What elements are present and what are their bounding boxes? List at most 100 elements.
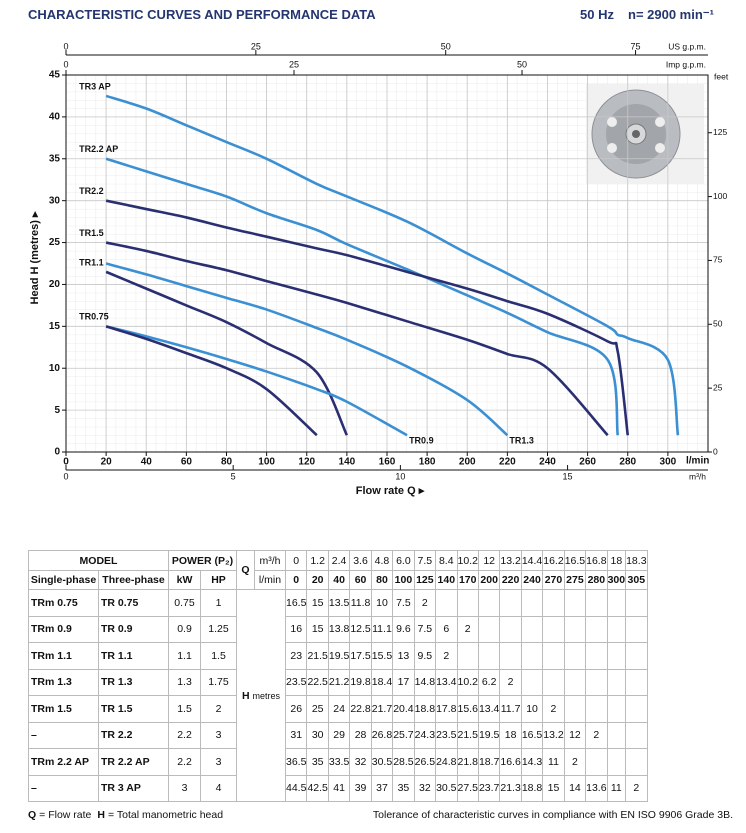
axis-tick-label: 10	[395, 471, 405, 481]
flow-cell: 20	[306, 570, 329, 590]
table-row: TRm 1.3 TR 1.3 1.3 1.75 23.5 22.5 21.2 19.8 18.4…	[28, 668, 648, 696]
head-cell: 17.8	[435, 695, 458, 723]
table-row: TRm 1.1 TR 1.1 1.1 1.5 23 21.5 19.5 17.5 15.5 13 9…	[28, 642, 648, 670]
flow-cell: 140	[435, 570, 458, 590]
axis-unit-label: US g.p.m.	[668, 41, 706, 51]
y-tick-label: 35	[49, 153, 61, 164]
head-cell: 21.7	[370, 695, 394, 723]
curve-label: TR0.9	[409, 436, 434, 446]
head-cell	[606, 642, 627, 670]
head-cell	[625, 721, 648, 749]
x-tick-label: 60	[181, 457, 193, 468]
head-cell	[585, 695, 608, 723]
power-cell: 1	[200, 589, 237, 617]
head-cell	[585, 642, 608, 670]
feet-tick-label: 25	[713, 382, 723, 392]
feet-tick-label: 50	[713, 319, 723, 329]
page-title: CHARACTERISTIC CURVES AND PERFORMANCE DA…	[28, 7, 376, 22]
head-cell: 11.1	[370, 615, 394, 643]
head-cell: 26	[284, 695, 308, 723]
head-cell	[563, 642, 587, 670]
head-cell	[477, 615, 501, 643]
axis-tick-label: 50	[517, 59, 527, 69]
x-tick-label: 280	[619, 457, 636, 468]
flow-cell: 240	[520, 570, 544, 590]
flow-cell: 300	[606, 570, 627, 590]
head-cell: 11.7	[499, 695, 522, 723]
curve-label: TR1.3	[509, 436, 534, 446]
head-cell: 6.2	[477, 668, 501, 696]
unit-cell: l/min	[254, 570, 286, 590]
head-cell: 21.2	[327, 668, 351, 696]
power-cell: 4	[200, 774, 237, 802]
head-cell: 10.2	[456, 668, 479, 696]
flow-cell: 0	[284, 570, 308, 590]
flow-cell: 100	[392, 570, 415, 590]
head-cell	[477, 589, 501, 617]
axis-tick-label: 0	[63, 471, 68, 481]
head-cell	[499, 589, 522, 617]
head-cell	[585, 589, 608, 617]
head-cell	[625, 589, 648, 617]
head-cell: 9.6	[392, 615, 415, 643]
model-cell: TR 2.2	[98, 721, 169, 749]
power-cell: 3	[200, 748, 237, 776]
power-cell: 1.5	[168, 695, 201, 723]
head-cell: 35	[306, 748, 329, 776]
axis-unit-label: Imp g.p.m.	[666, 59, 706, 69]
flow-cell: 220	[499, 570, 522, 590]
model-cell: TRm 1.1	[28, 642, 99, 670]
axis-tick-label: 5	[231, 471, 236, 481]
head-cell: 18	[499, 721, 522, 749]
flow-cell: 270	[542, 570, 565, 590]
head-cell: 15	[306, 615, 329, 643]
head-symbol: H	[241, 689, 250, 702]
head-cell	[625, 642, 648, 670]
head-cell: 13.4	[477, 695, 501, 723]
legend-text: = Total manometric head	[108, 809, 224, 821]
head-cell	[542, 615, 565, 643]
x-axis-label: Flow rate Q ▸	[356, 485, 425, 497]
head-cell	[520, 589, 544, 617]
table-row: – TR 3 AP 3 4 44.5 42.5 41 39 37 35 32 30.5 27.5 23.7…	[28, 774, 648, 802]
head-cell: 12	[563, 721, 587, 749]
impeller-photo	[586, 84, 704, 184]
header-cell: Single-phase	[28, 570, 99, 590]
flow-cell: 8.4	[435, 550, 458, 571]
head-cell	[563, 589, 587, 617]
header: CHARACTERISTIC CURVES AND PERFORMANCE DA…	[0, 0, 746, 30]
curve-label: TR1.1	[79, 257, 104, 267]
footer: Q = Flow rate H = Total manometric head Tole…	[28, 809, 733, 821]
flow-cell: 18.3	[625, 550, 648, 571]
x-unit: l/min	[686, 456, 709, 467]
head-cell: 30	[306, 721, 329, 749]
flow-cell: 170	[456, 570, 479, 590]
head-cell: 33.5	[327, 748, 351, 776]
head-cell	[520, 615, 544, 643]
head-cell: 24.3	[413, 721, 437, 749]
axis-tick-label: 15	[563, 471, 573, 481]
head-cell: 32	[349, 748, 372, 776]
flow-cell: 16.8	[585, 550, 608, 571]
head-cell: 13.6	[585, 774, 608, 802]
head-cell: 2	[625, 774, 648, 802]
head-cell: 20.4	[392, 695, 415, 723]
flow-cell: 16.5	[563, 550, 587, 571]
head-cell: 23	[284, 642, 308, 670]
head-cell	[585, 615, 608, 643]
y-tick-label: 0	[54, 447, 60, 458]
head-cell: 41	[327, 774, 351, 802]
head-cell: 10	[370, 589, 394, 617]
head-cell: 15.6	[456, 695, 479, 723]
flow-cell: 2.4	[327, 550, 351, 571]
head-cell	[625, 748, 648, 776]
curve	[105, 270, 349, 436]
y-tick-label: 20	[49, 279, 61, 290]
head-cell: 21.3	[499, 774, 522, 802]
head-cell: 37	[370, 774, 394, 802]
curve-label: TR0.75	[79, 312, 109, 322]
head-cell	[542, 642, 565, 670]
